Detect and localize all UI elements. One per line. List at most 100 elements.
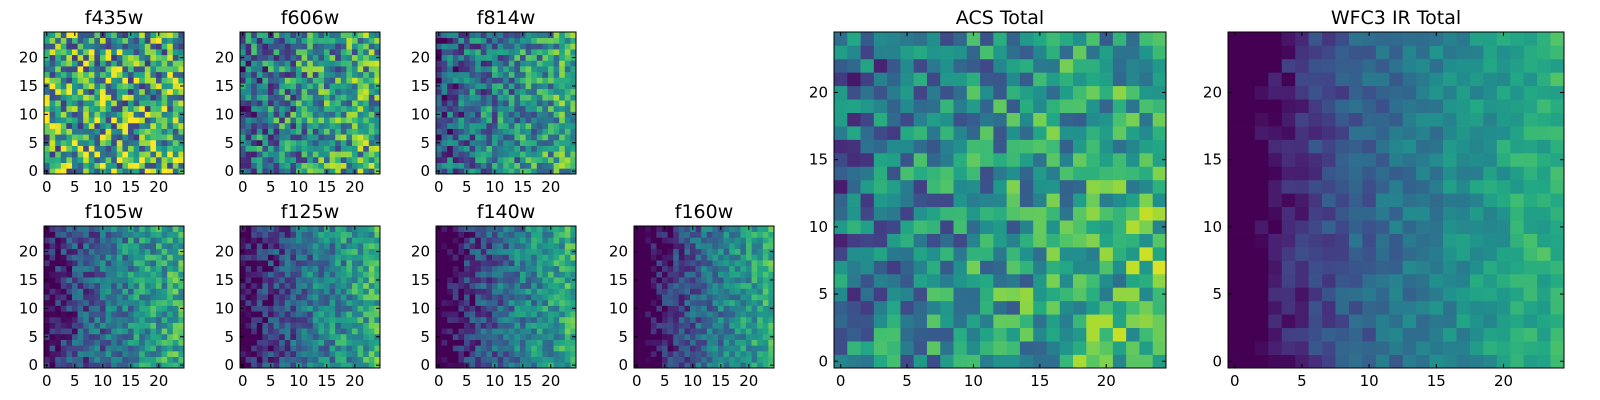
heatmap-cell (144, 294, 151, 301)
heatmap-cell (469, 237, 476, 244)
heatmap-cell (740, 356, 747, 363)
heatmap-cell (757, 305, 764, 312)
heatmap-cell (464, 248, 470, 255)
heatmap-cell (307, 362, 314, 369)
heatmap-cell (329, 305, 336, 312)
heatmap-cell (88, 322, 95, 329)
heatmap-cell (639, 305, 646, 312)
heatmap-cell (447, 350, 454, 357)
heatmap-cell (44, 134, 50, 141)
heatmap-cell (105, 88, 112, 95)
heatmap-cell (559, 111, 566, 118)
heatmap-cell (734, 322, 741, 329)
heatmap-cell (284, 83, 291, 90)
heatmap-cell (900, 260, 915, 275)
heatmap-cell (77, 288, 84, 295)
heatmap-cell (77, 151, 84, 158)
heatmap-cell (122, 49, 129, 56)
heatmap-cell (296, 299, 302, 306)
heatmap-cell (1033, 260, 1047, 275)
heatmap-cell (940, 220, 954, 234)
heatmap-cell (542, 32, 549, 39)
heatmap-cell (346, 288, 353, 295)
heatmap-cell (324, 117, 330, 124)
heatmap-cell (723, 231, 730, 238)
heatmap-cell (492, 311, 498, 318)
heatmap-cell (357, 277, 364, 284)
heatmap-cell (83, 71, 90, 78)
heatmap-cell (296, 60, 302, 67)
heatmap-cell (570, 299, 577, 306)
heatmap-cell (172, 43, 179, 50)
heatmap-cell (452, 162, 459, 169)
heatmap-cell (44, 282, 50, 289)
heatmap-cell (480, 339, 487, 346)
heatmap-cell (167, 350, 174, 357)
heatmap-cell (251, 265, 258, 272)
heatmap-cell (72, 111, 78, 118)
heatmap-cell (307, 151, 314, 158)
heatmap-cell (834, 287, 848, 302)
heatmap-cell (514, 333, 521, 340)
heatmap-cell (536, 254, 543, 261)
x-tick-label: 20 (345, 372, 364, 390)
heatmap-cell (66, 226, 73, 233)
heatmap-cell (486, 231, 493, 238)
heatmap-cell (111, 94, 118, 101)
heatmap-cell (559, 156, 566, 163)
heatmap-cell (122, 100, 129, 107)
heatmap-cell (290, 350, 297, 357)
heatmap-cell (55, 83, 62, 90)
heatmap-cell (503, 339, 510, 346)
heatmap-cell (740, 282, 747, 289)
heatmap-cell (559, 322, 566, 329)
heatmap-cell (508, 37, 515, 44)
heatmap-cell (678, 362, 685, 369)
heatmap-cell (296, 43, 302, 50)
heatmap-cell (486, 105, 493, 112)
heatmap-cell (520, 105, 526, 112)
heatmap-cell (357, 237, 364, 244)
heatmap-cell (503, 122, 510, 129)
heatmap-cell (273, 83, 280, 90)
heatmap-cell (650, 345, 657, 352)
heatmap-cell (144, 105, 151, 112)
heatmap-cell (447, 49, 454, 56)
heatmap-cell (464, 339, 470, 346)
heatmap-cell (273, 134, 280, 141)
heatmap-cell (559, 105, 566, 112)
heatmap-cell (44, 100, 50, 107)
heatmap-cell (1046, 300, 1061, 315)
heatmap-cell (492, 77, 498, 84)
heatmap-cell (116, 88, 123, 95)
heatmap-cell (503, 305, 510, 312)
heatmap-cell (531, 328, 538, 335)
heatmap-cell (639, 356, 646, 363)
heatmap-cell (256, 350, 263, 357)
heatmap-cell (167, 345, 174, 352)
heatmap-cell (363, 282, 370, 289)
heatmap-cell (178, 243, 185, 250)
heatmap-cell (324, 311, 330, 318)
heatmap-cell (83, 60, 90, 67)
heatmap-cell (634, 311, 640, 318)
heatmap-cell (368, 277, 375, 284)
heatmap-cell (695, 260, 702, 267)
heatmap-cell (161, 333, 168, 340)
heatmap-cell (656, 265, 663, 272)
heatmap-cell (553, 265, 560, 272)
heatmap-cell (72, 60, 78, 67)
heatmap-cell (447, 237, 454, 244)
heatmap-cell (116, 322, 123, 329)
chart-title: f140w (477, 201, 536, 223)
heatmap-cell (273, 122, 280, 129)
heatmap-cell (329, 100, 336, 107)
heatmap-cell (1099, 287, 1114, 302)
heatmap-cell (290, 333, 297, 340)
heatmap-cell (514, 145, 521, 152)
heatmap-cell (734, 254, 741, 261)
heatmap-cell (94, 100, 101, 107)
heatmap-cell (993, 247, 1007, 261)
heatmap-cell (312, 71, 319, 78)
heatmap-cell (662, 305, 668, 312)
